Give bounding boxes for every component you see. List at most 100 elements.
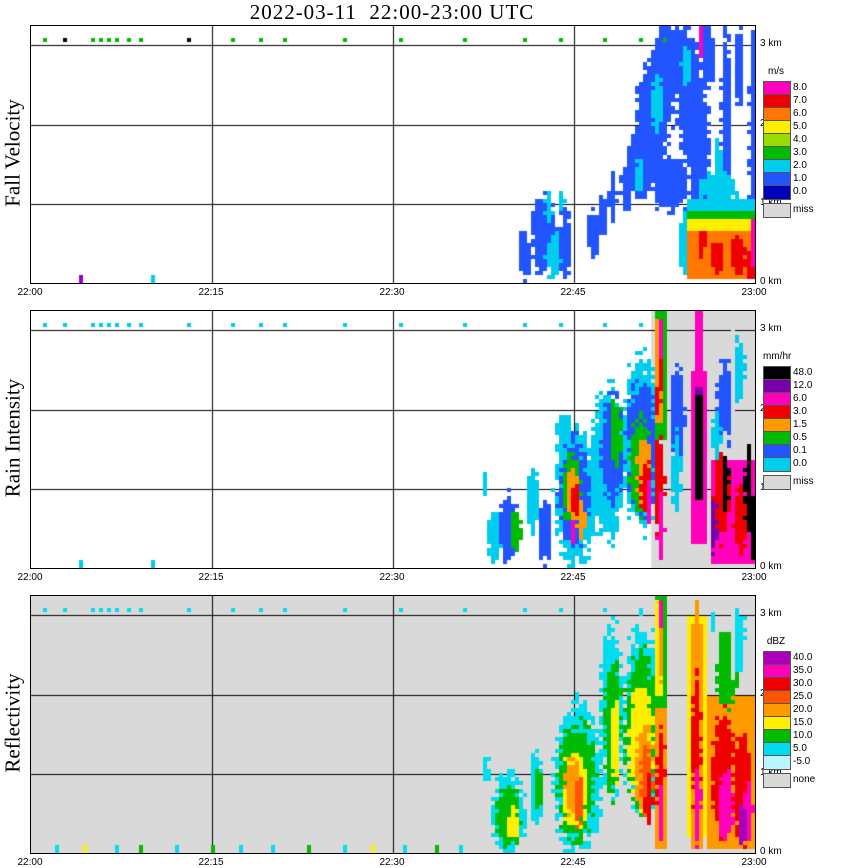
- legend-entry: 48.0: [763, 366, 823, 381]
- legend-entry: 7.0: [763, 94, 823, 109]
- legend-label: 7.0: [793, 95, 807, 106]
- y-tick-label: 1 km: [760, 197, 782, 208]
- legend-label: 35.0: [793, 665, 813, 676]
- y-tick-label: 3 km: [760, 608, 782, 620]
- y-tick-label: 0 km: [760, 276, 782, 287]
- x-tick-label: 22:45: [560, 287, 586, 298]
- legend-entry: 3.0: [763, 146, 823, 161]
- legend-unit-label: dBZ: [766, 636, 786, 647]
- x-tick-label: 23:00: [741, 572, 767, 583]
- legend-label: 12.0: [793, 380, 813, 391]
- x-tick-label: 22:00: [17, 572, 43, 583]
- x-tick-label: 22:30: [379, 572, 405, 583]
- legend-label: miss: [793, 476, 814, 487]
- x-tick-label: 22:00: [17, 287, 43, 298]
- x-tick-label: 22:45: [560, 857, 586, 868]
- rain-intensity-heatmap: [30, 310, 756, 569]
- legend-label: -5.0: [793, 756, 811, 767]
- legend-entry: 0.0: [763, 185, 823, 200]
- legend-entry: 20.0: [763, 703, 823, 718]
- panel-fall-velocity: Fall Velocity 0 km1 km2 km3 km 22:0022:1…: [0, 25, 850, 325]
- legend-entry: 3.0: [763, 405, 823, 420]
- y-tick-label: 1 km: [760, 767, 782, 778]
- y-tick-label: 0 km: [760, 561, 782, 572]
- legend-label: 1.0: [793, 173, 807, 184]
- legend-entry: 25.0: [763, 690, 823, 705]
- legend-entry: 8.0: [763, 81, 823, 96]
- legend-entry: 40.0: [763, 651, 823, 666]
- chart-title: 2022-03-11 22:00-23:00 UTC: [249, 0, 535, 24]
- legend-label: 5.0: [793, 121, 807, 132]
- legend-label: 6.0: [793, 108, 807, 119]
- legend-entry: 6.0: [763, 107, 823, 122]
- legend-entry: 2.0: [763, 159, 823, 174]
- legend-label: miss: [793, 204, 814, 215]
- legend-label: 4.0: [793, 134, 807, 145]
- legend-entry: 0.0: [763, 457, 823, 472]
- legend-label: 6.0: [793, 393, 807, 404]
- legend-label: 0.5: [793, 432, 807, 443]
- legend-entry: 35.0: [763, 664, 823, 679]
- legend-swatch: [763, 185, 791, 200]
- x-tick-label: 22:30: [379, 287, 405, 298]
- y-tick-label: 0 km: [760, 846, 782, 857]
- legend-label: 8.0: [793, 82, 807, 93]
- legend-label: 25.0: [793, 691, 813, 702]
- legend-label: 10.0: [793, 730, 813, 741]
- x-tick-label: 22:00: [17, 857, 43, 868]
- legend-label: none: [793, 774, 816, 785]
- legend-entry: miss: [763, 203, 823, 218]
- legend-entry: 1.5: [763, 418, 823, 433]
- legend-entry: 12.0: [763, 379, 823, 394]
- legend-label: 40.0: [793, 652, 813, 663]
- legend-entry: -5.0: [763, 755, 823, 770]
- y-axis-title-reflectivity: Reflectivity: [0, 673, 25, 773]
- panel-rain-intensity: Rain Intensity 0 km1 km2 km3 km 22:0022:…: [0, 310, 850, 610]
- legend-entry: none: [763, 773, 823, 788]
- y-axis-title-rain-intensity: Rain Intensity: [0, 378, 25, 498]
- legend-label: 5.0: [793, 743, 807, 754]
- legend-label: 30.0: [793, 678, 813, 689]
- legend-swatch: [763, 475, 791, 490]
- reflectivity-heatmap: [30, 595, 756, 854]
- legend-entry: 30.0: [763, 677, 823, 692]
- legend-entry: 15.0: [763, 716, 823, 731]
- legend-entry: 0.1: [763, 444, 823, 459]
- legend-entry: 0.5: [763, 431, 823, 446]
- legend-entry: 5.0: [763, 120, 823, 135]
- legend-entry: 6.0: [763, 392, 823, 407]
- x-tick-label: 22:45: [560, 572, 586, 583]
- x-tick-label: 23:00: [741, 857, 767, 868]
- legend-entry: 10.0: [763, 729, 823, 744]
- legend-swatch: [763, 755, 791, 770]
- legend-label: 3.0: [793, 147, 807, 158]
- legend-entry: miss: [763, 475, 823, 490]
- fall-velocity-heatmap: [30, 25, 756, 284]
- x-tick-label: 22:15: [198, 287, 224, 298]
- legend-swatch: [763, 457, 791, 472]
- x-tick-label: 22:15: [198, 572, 224, 583]
- legend-entry: 5.0: [763, 742, 823, 757]
- y-tick-label: 3 km: [760, 38, 782, 50]
- panel-reflectivity: Reflectivity 0 km1 km2 km3 km 22:0022:15…: [0, 595, 850, 868]
- legend-entry: 1.0: [763, 172, 823, 187]
- x-tick-label: 22:15: [198, 857, 224, 868]
- legend-label: 0.1: [793, 445, 807, 456]
- legend-label: 0.0: [793, 458, 807, 469]
- legend-label: 15.0: [793, 717, 813, 728]
- x-tick-label: 23:00: [741, 287, 767, 298]
- legend-label: 48.0: [793, 367, 813, 378]
- legend-label: 0.0: [793, 186, 807, 197]
- legend-unit-label: mm/hr: [763, 351, 792, 362]
- legend-swatch: [763, 773, 791, 788]
- y-axis-title-fall-velocity: Fall Velocity: [0, 99, 25, 207]
- y-tick-label: 3 km: [760, 323, 782, 335]
- legend-label: 1.5: [793, 419, 807, 430]
- legend-label: 3.0: [793, 406, 807, 417]
- legend-swatch: [763, 203, 791, 218]
- legend-label: 20.0: [793, 704, 813, 715]
- legend-label: 2.0: [793, 160, 807, 171]
- legend-entry: 4.0: [763, 133, 823, 148]
- x-tick-label: 22:30: [379, 857, 405, 868]
